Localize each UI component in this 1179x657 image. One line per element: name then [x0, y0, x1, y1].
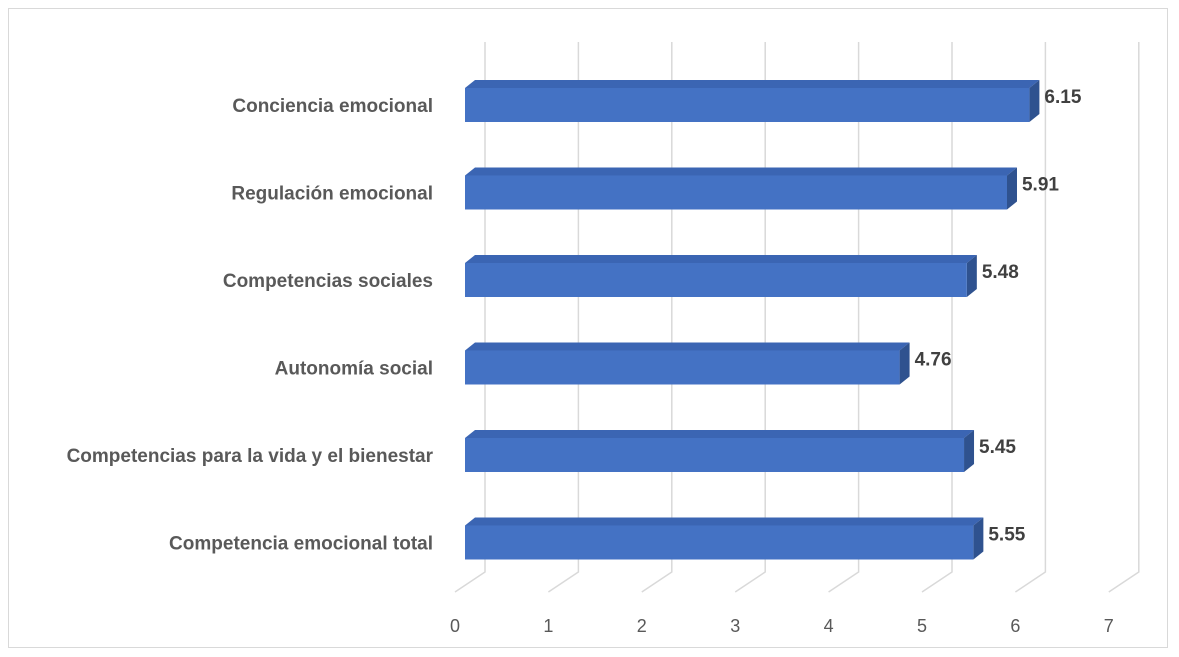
x-tick-label: 7: [1104, 616, 1114, 636]
gridline-1: [547, 42, 580, 593]
value-labels: 6.15 5.91 5.48 4.76 5.45 5.55: [915, 87, 1082, 546]
x-tick-label: 1: [543, 616, 553, 636]
bar-top-face: [465, 517, 984, 526]
category-label: Competencia emocional total: [169, 534, 433, 555]
gridlines: [454, 42, 1140, 593]
bar-front-face: [465, 525, 974, 560]
category-labels: Conciencia emocional Regulación emocional…: [67, 96, 434, 555]
data-label: 5.91: [1022, 175, 1059, 196]
data-label: 6.15: [1044, 87, 1081, 108]
x-tick-label: 6: [1010, 616, 1020, 636]
gridline-0: [454, 42, 486, 593]
bar-top-face: [465, 167, 1017, 176]
bar-front-face: [465, 350, 900, 385]
bar-top-face: [465, 255, 977, 263]
bar-side-face: [966, 255, 977, 297]
bar-side-face: [973, 517, 984, 560]
gridline-5: [921, 42, 953, 593]
gridline-4: [828, 42, 860, 593]
bar-side-face: [1006, 167, 1017, 210]
x-tick-label: 2: [637, 616, 647, 636]
data-label: 4.76: [915, 350, 952, 371]
bar-side-face: [964, 430, 975, 472]
bars: [465, 80, 1040, 560]
x-axis-ticks: 0 1 2 3 4 5 6 7: [450, 616, 1114, 636]
bar: [465, 80, 1040, 122]
bar-side-face: [899, 342, 910, 385]
bar-top-face: [465, 430, 975, 438]
data-label: 5.48: [982, 262, 1019, 283]
bar: [465, 342, 910, 385]
x-tick-label: 4: [824, 616, 834, 636]
bar-front-face: [465, 263, 967, 297]
gridline-2: [641, 42, 673, 593]
bar-top-face: [465, 80, 1040, 88]
gridline-6: [1014, 42, 1047, 593]
bar-side-face: [1029, 80, 1040, 122]
x-tick-label: 0: [450, 616, 460, 636]
bar: [465, 167, 1017, 210]
bar: [465, 255, 977, 297]
bar: [465, 430, 975, 472]
bar-front-face: [465, 438, 965, 472]
bar-front-face: [465, 175, 1007, 210]
category-label: Conciencia emocional: [232, 96, 433, 117]
x-tick-label: 5: [917, 616, 927, 636]
category-label: Competencias para la vida y el bienestar: [67, 446, 434, 467]
category-label: Competencias sociales: [223, 271, 433, 292]
bar-top-face: [465, 342, 910, 351]
category-label: Regulación emocional: [231, 184, 433, 205]
gridline-7: [1108, 42, 1140, 593]
bar-front-face: [465, 88, 1030, 122]
bar: [465, 517, 984, 560]
category-label: Autonomía social: [275, 359, 433, 380]
x-tick-label: 3: [730, 616, 740, 636]
gridline-3: [734, 42, 766, 593]
data-label: 5.55: [988, 525, 1025, 546]
data-label: 5.45: [979, 437, 1016, 458]
